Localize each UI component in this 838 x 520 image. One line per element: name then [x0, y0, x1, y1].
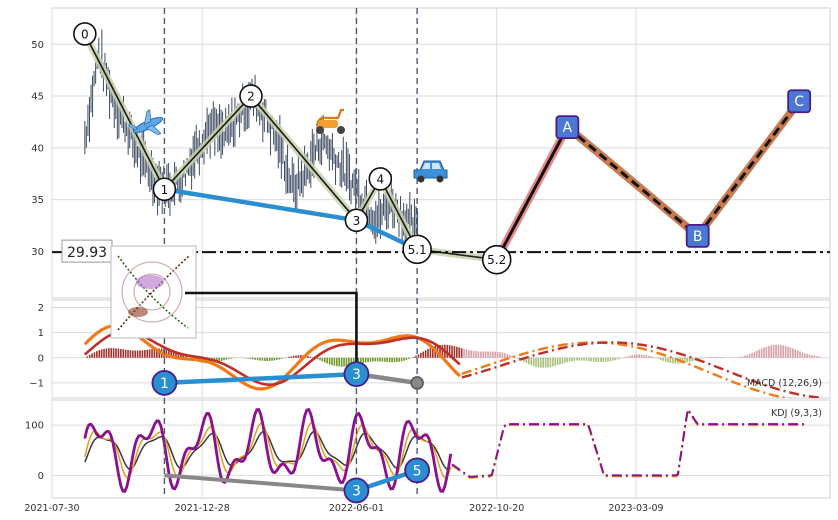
kdj-divergence-marker — [343, 477, 370, 504]
airplane-wing — [143, 109, 162, 136]
wave-point-marker — [239, 84, 263, 108]
kdj-j-projection-line — [451, 406, 804, 478]
macd-projection-line — [461, 341, 794, 398]
kdj-group — [83, 406, 804, 493]
projection-point-marker — [787, 89, 812, 114]
wave-point-label: 3 — [353, 214, 361, 228]
divergence-connector — [185, 291, 358, 375]
trendline-1-3 — [164, 187, 357, 223]
wave-point-label: 5.1 — [408, 243, 427, 257]
x-tick-label: 2021-12-28 — [175, 503, 230, 514]
macd-y-tick-label: −1 — [29, 378, 44, 389]
projection-line — [566, 125, 699, 238]
wave-point-label: 4 — [376, 172, 384, 186]
macd-divergence-marker — [343, 361, 370, 388]
wave-point-label: 5.2 — [487, 253, 506, 267]
kdj-j-line — [83, 408, 453, 493]
price-y-tick-label: 30 — [31, 247, 44, 258]
macd-label: MACD (12,26,9) — [747, 378, 822, 389]
macd-divergence-end-marker — [410, 376, 424, 390]
car-wheel-back — [417, 175, 425, 183]
projection-point-label: C — [794, 94, 804, 110]
kdj-label: KDJ (9,3,3) — [771, 408, 822, 419]
macd-y-tick-label: 1 — [38, 328, 44, 339]
wave-point-marker — [344, 208, 369, 233]
macd-divergence-label: 1 — [160, 376, 169, 392]
kdj-divergence-marker — [404, 457, 431, 484]
thumbnail-arc — [133, 273, 171, 311]
wave-point-marker — [73, 22, 97, 46]
price-y-tick-label: 40 — [31, 143, 44, 154]
kdj-y-tick-label: 100 — [25, 421, 44, 432]
wave-point-marker — [481, 244, 512, 275]
wave-point-label: 1 — [161, 183, 169, 197]
kdj-divergence-label: 5 — [413, 463, 422, 479]
macd-divergence-line — [164, 371, 357, 386]
wave-point-label: 2 — [247, 90, 255, 104]
projection-point-label: B — [693, 229, 703, 245]
price-y-tick-label: 45 — [31, 92, 44, 103]
kdj-panel-frame — [51, 399, 831, 499]
macd-signal-projection-line — [461, 341, 820, 398]
wave-point-label: 0 — [81, 27, 89, 41]
scooter-body — [318, 120, 338, 128]
x-tick-label: 2022-06-01 — [329, 503, 384, 514]
macd-group — [83, 324, 821, 398]
car-wheel-front — [436, 175, 444, 183]
macd-y-tick-label: 0 — [38, 353, 44, 364]
projection-point-marker — [555, 115, 580, 140]
kdj-divergence-tail — [164, 473, 357, 493]
car-icon — [413, 160, 448, 183]
projection-line — [696, 100, 801, 237]
macd-divergence-marker — [151, 370, 178, 396]
x-tick-label: 2022-10-20 — [469, 503, 524, 514]
x-tick-label: 2023-03-09 — [608, 503, 663, 514]
projection-point-label: A — [563, 120, 573, 136]
wave-point-marker — [368, 167, 393, 191]
scooter-wheel-front — [337, 126, 345, 134]
thumbnail-blob — [136, 275, 164, 289]
wave-point-marker — [152, 177, 177, 202]
thumbnail-arc — [121, 261, 183, 323]
scooter-wheel-back — [316, 126, 324, 134]
wave-point-marker — [402, 234, 432, 265]
projection-point-marker — [685, 223, 710, 248]
airplane-tail — [127, 123, 139, 131]
macd-divergence-label: 3 — [352, 367, 361, 383]
price-y-tick-label: 50 — [31, 40, 44, 51]
x-tick-label: 2021-07-30 — [24, 503, 79, 514]
scooter-icon — [315, 108, 345, 134]
thumbnail-blob — [128, 307, 148, 317]
kdj-y-tick-label: 0 — [38, 471, 44, 482]
thumbnail-icon — [110, 245, 197, 339]
macd-line — [83, 324, 461, 391]
kdj-divergence-label: 3 — [352, 483, 361, 499]
thumbnail-curve — [117, 254, 191, 331]
car-window — [422, 163, 441, 169]
airplane-icon — [127, 109, 164, 136]
price-y-tick-label: 35 — [31, 195, 44, 206]
projection-line — [495, 126, 569, 261]
macd-y-tick-label: 2 — [38, 303, 44, 314]
thumbnail-curve — [117, 255, 189, 329]
level-label: 29.93 — [67, 245, 107, 261]
scooter-frame — [315, 108, 344, 127]
